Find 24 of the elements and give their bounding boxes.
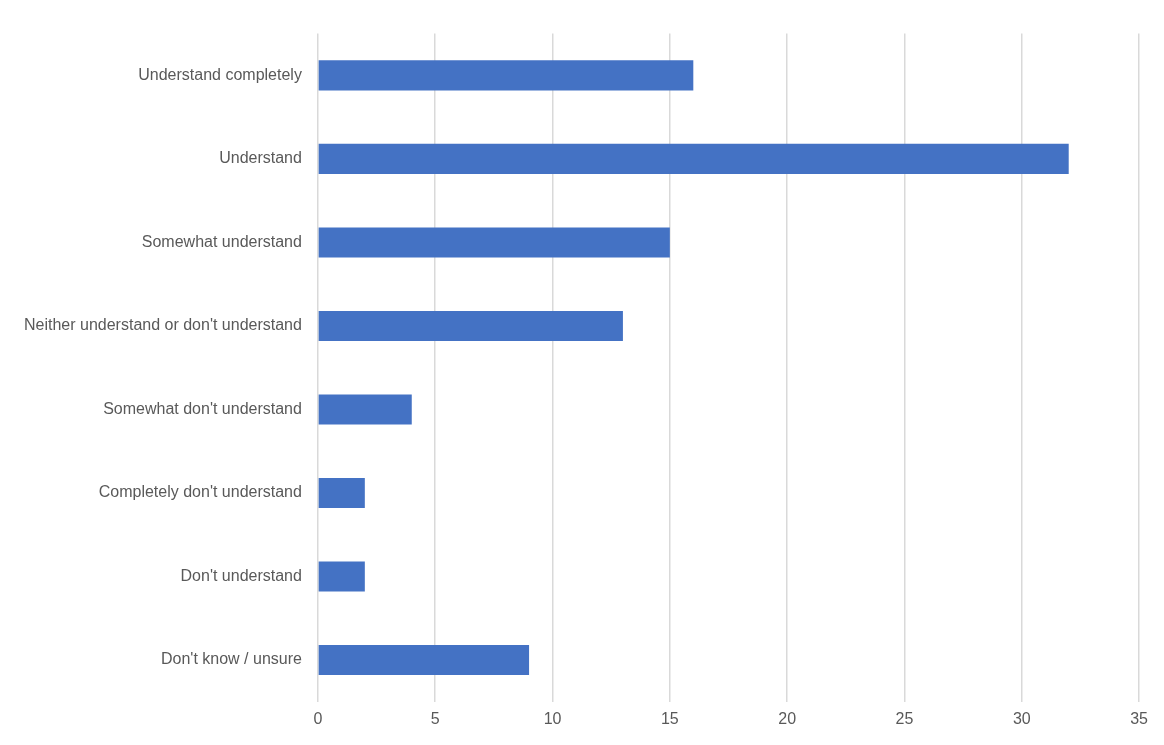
y-tick-label: Completely don't understand	[98, 483, 302, 501]
y-tick-label: Neither understand or don't understand	[24, 316, 302, 334]
y-tick-label: Understand completely	[138, 65, 302, 83]
x-tick-label: 20	[778, 709, 797, 727]
x-tick-label: 35	[1130, 709, 1149, 727]
bar	[318, 477, 365, 509]
x-tick-label: 15	[660, 709, 679, 727]
x-tick-label: 5	[430, 709, 440, 727]
y-tick-label: Somewhat understand	[141, 232, 302, 250]
bar	[318, 143, 1069, 174]
bar	[318, 227, 670, 258]
bar	[318, 561, 365, 592]
y-tick-label: Don't know / unsure	[161, 650, 303, 668]
x-tick-label: 30	[1012, 709, 1031, 727]
y-tick-label: Understand	[219, 149, 302, 167]
bar	[318, 645, 530, 676]
x-tick-label: 10	[543, 709, 562, 727]
y-tick-label: Don't understand	[180, 566, 302, 584]
y-tick-label: Somewhat don't understand	[103, 399, 302, 417]
bar	[318, 394, 412, 425]
x-tick-label: 0	[313, 709, 323, 727]
x-tick-label: 25	[895, 709, 914, 727]
bar	[318, 60, 694, 91]
bar	[318, 310, 623, 341]
